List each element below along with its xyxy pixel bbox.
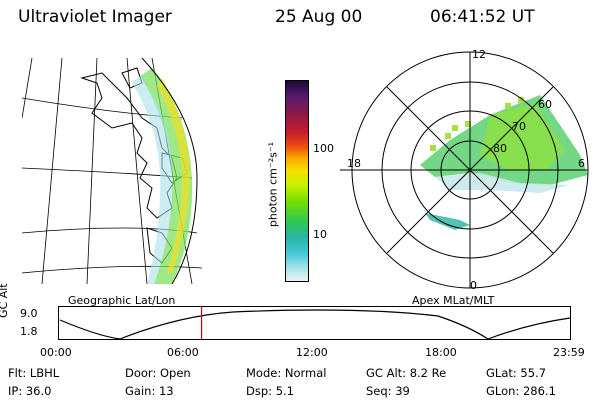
colorbar-unit-wrap: photon cm⁻²s⁻¹ xyxy=(213,142,333,227)
timeline-xtick-0: 00:00 xyxy=(40,346,72,359)
mlat-label-80: 80 xyxy=(493,142,507,155)
timeline-ylabel-wrap: GC Alt xyxy=(0,283,10,318)
mlt-label-0: 0 xyxy=(470,279,477,292)
time-label: 06:41:52 UT xyxy=(430,7,535,27)
param-dsp: Dsp: 5.1 xyxy=(246,384,294,398)
param-glon: GLon: 286.1 xyxy=(486,384,556,398)
param-glat: GLat: 55.7 xyxy=(486,366,547,380)
right-panel-caption: Apex MLat/MLT xyxy=(412,294,495,307)
timeline-ylabel: GC Alt xyxy=(0,283,10,318)
colorbar-tick-10: 10 xyxy=(313,228,327,241)
param-flt: Flt: LBHL xyxy=(8,366,60,380)
timeline-xtick-4: 23:59 xyxy=(553,346,585,359)
param-door: Door: Open xyxy=(125,366,191,380)
param-seq: Seq: 39 xyxy=(366,384,410,398)
mlt-label-6: 6 xyxy=(578,157,585,170)
param-ip: IP: 36.0 xyxy=(8,384,52,398)
mlt-label-12: 12 xyxy=(472,48,486,61)
date-label: 25 Aug 00 xyxy=(275,7,363,27)
colorbar-tick-100: 100 xyxy=(313,142,334,155)
polar-mlat-mlt-plot xyxy=(340,51,589,289)
param-gc-alt: GC Alt: 8.2 Re xyxy=(366,366,447,380)
orbit-altitude-strip xyxy=(58,306,571,340)
param-mode: Mode: Normal xyxy=(246,366,327,380)
color-scale-bar xyxy=(285,80,309,282)
timeline-xtick-2: 12:00 xyxy=(296,346,328,359)
mlat-label-70: 70 xyxy=(512,120,526,133)
mlt-label-18: 18 xyxy=(347,157,361,170)
mlat-label-60: 60 xyxy=(538,98,552,111)
colorbar-unit-label: photon cm⁻²s⁻¹ xyxy=(266,141,280,228)
instrument-title: Ultraviolet Imager xyxy=(18,7,172,27)
param-gain: Gain: 13 xyxy=(125,384,174,398)
timeline-xtick-1: 06:00 xyxy=(167,346,199,359)
left-panel-caption: Geographic Lat/Lon xyxy=(68,294,176,307)
timeline-ytick-low: 1.8 xyxy=(20,325,38,338)
timeline-xtick-3: 18:00 xyxy=(425,346,457,359)
geographic-map xyxy=(22,58,203,284)
timeline-ytick-high: 9.0 xyxy=(20,307,38,320)
